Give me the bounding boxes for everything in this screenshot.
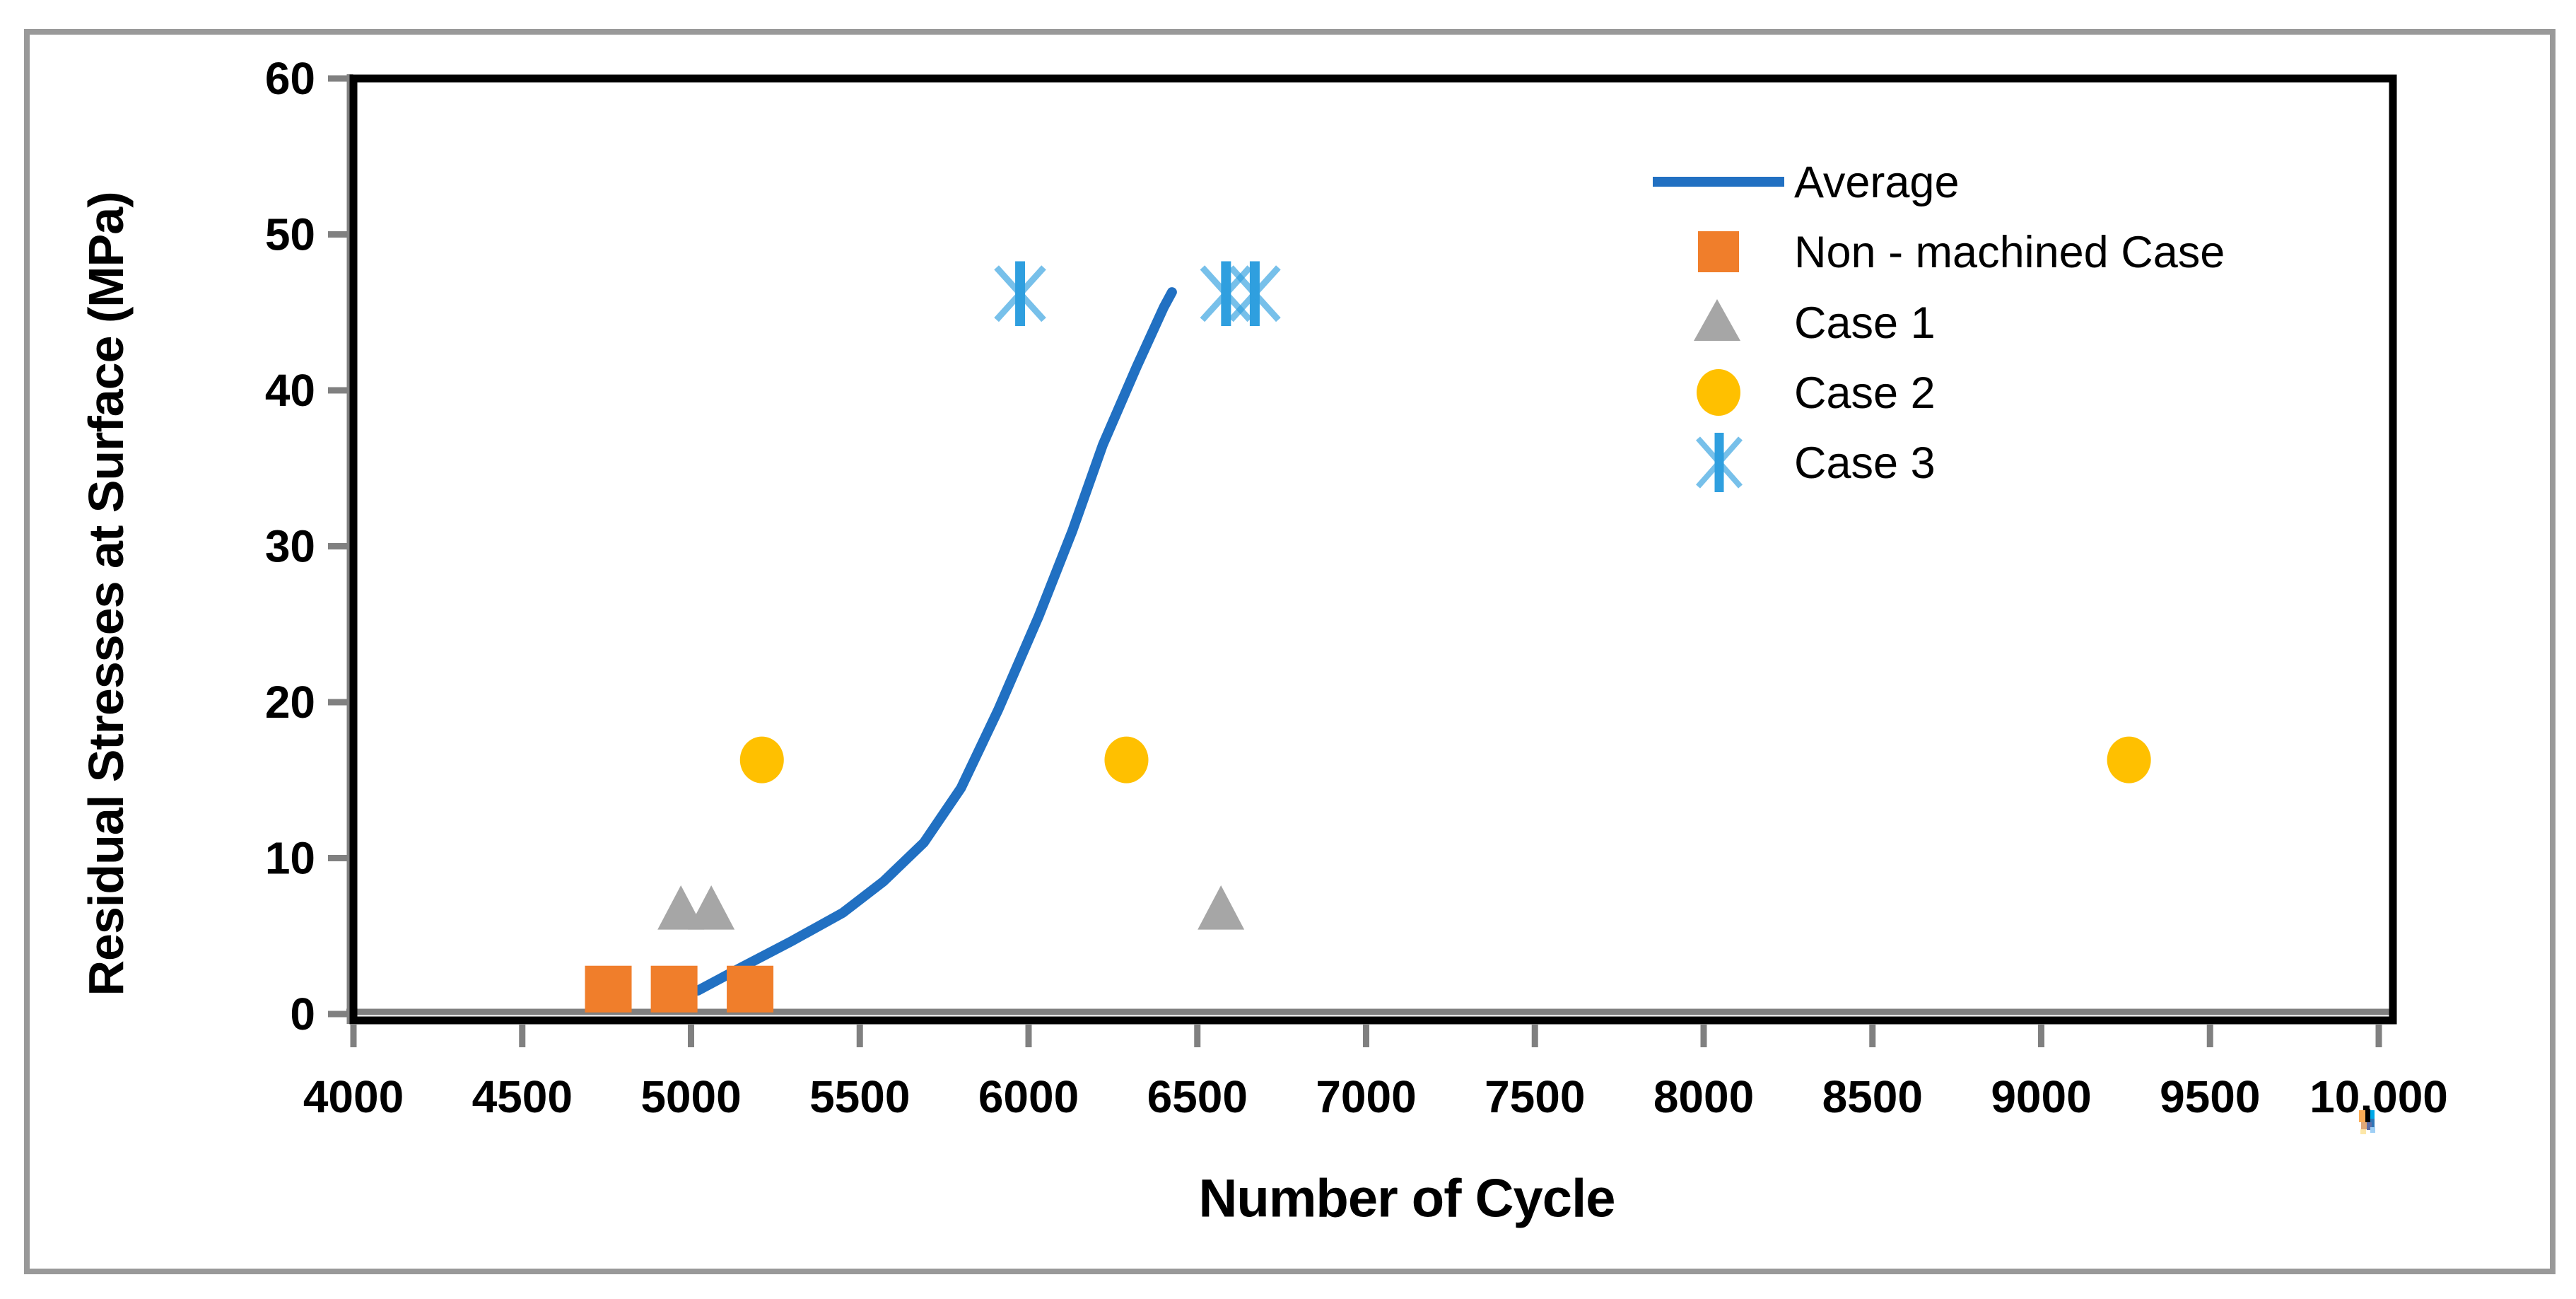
x-tick-label: 6500: [1147, 1071, 1248, 1122]
series-point-triangle: [688, 885, 735, 930]
plot-border: [349, 74, 2397, 1025]
series-point-square: [650, 965, 698, 1013]
series-average-line: [693, 287, 1177, 996]
figure-frame: [24, 29, 2555, 1274]
legend-label: Case 2: [1794, 368, 1936, 418]
legend-label: Case 1: [1794, 298, 1936, 348]
y-tick-label: 40: [265, 365, 315, 416]
y-axis-title: Residual Stresses at Surface (MPa): [78, 192, 134, 996]
series-point-asterisk: [1200, 261, 1253, 327]
legend-label: Non - machined Case: [1794, 228, 2225, 277]
legend-row: Case 2: [1697, 368, 1936, 418]
x-axis-title: Number of Cycle: [1198, 1168, 1616, 1229]
x-tick-label: 7000: [1316, 1071, 1416, 1122]
x-tick-label: 9500: [2160, 1071, 2260, 1122]
y-tick-label: 0: [290, 989, 315, 1039]
comma-artifact: [2359, 1109, 2375, 1134]
legend-row: Average: [1653, 158, 1960, 207]
legend-marker-circle-shape: [1697, 369, 1740, 416]
artifact-part: [2370, 1110, 2375, 1119]
x-tick-label: 4500: [472, 1071, 573, 1122]
x-tick-label: 7500: [1485, 1071, 1585, 1122]
x-tick-label: 5500: [809, 1071, 910, 1122]
artifact-part: [2367, 1122, 2372, 1130]
artifact-part: [2370, 1119, 2375, 1127]
x-tick-label: 4000: [303, 1071, 404, 1122]
x-tick-label: 8000: [1653, 1071, 1754, 1122]
x-tick-label: 10,000: [2309, 1071, 2448, 1122]
legend-row: Case 1: [1694, 298, 1936, 348]
series-point-square: [585, 965, 632, 1013]
series-point-circle: [739, 736, 784, 784]
legend-label: Average: [1794, 158, 1960, 207]
legend-row: Non - machined Case: [1698, 228, 2225, 277]
series-point-asterisk: [1229, 261, 1281, 327]
artifact-part: [2365, 1109, 2370, 1122]
y-tick-label: 10: [265, 833, 315, 884]
legend-marker-square-shape: [1698, 231, 1739, 272]
asterisk-diagonal: [994, 265, 1046, 322]
series-point-square: [727, 965, 774, 1013]
series-point-triangle: [657, 885, 705, 930]
x-tick-label: 8500: [1822, 1071, 1923, 1122]
artifact-part: [2360, 1129, 2366, 1134]
artifact-part: [2359, 1110, 2365, 1122]
legend-marker-triangle-shape: [1694, 299, 1740, 341]
series-point-circle: [1104, 736, 1149, 784]
x-tick-label: 6000: [978, 1071, 1079, 1122]
y-tick-label: 60: [265, 53, 315, 104]
series-point-asterisk: [994, 261, 1046, 327]
asterisk-diagonal: [1229, 265, 1281, 322]
y-tick-label: 50: [265, 209, 315, 260]
series-point-triangle: [1198, 885, 1245, 930]
x-tick-label: 5000: [640, 1071, 741, 1122]
legend: Average Non - machined Case Case 1 Case 2 Ca…: [1653, 158, 2225, 492]
legend-row: Case 3: [1696, 433, 1936, 492]
y-tick-label: 20: [265, 677, 315, 728]
series-point-circle: [2107, 736, 2151, 784]
y-tick-label: 30: [265, 521, 315, 572]
artifact-part: [2370, 1127, 2375, 1133]
legend-asterisk-diagonal: [1696, 436, 1743, 489]
artifact-part: [2361, 1122, 2367, 1129]
legend-label: Case 3: [1794, 438, 1936, 488]
x-tick-label: 9000: [1991, 1071, 2091, 1122]
